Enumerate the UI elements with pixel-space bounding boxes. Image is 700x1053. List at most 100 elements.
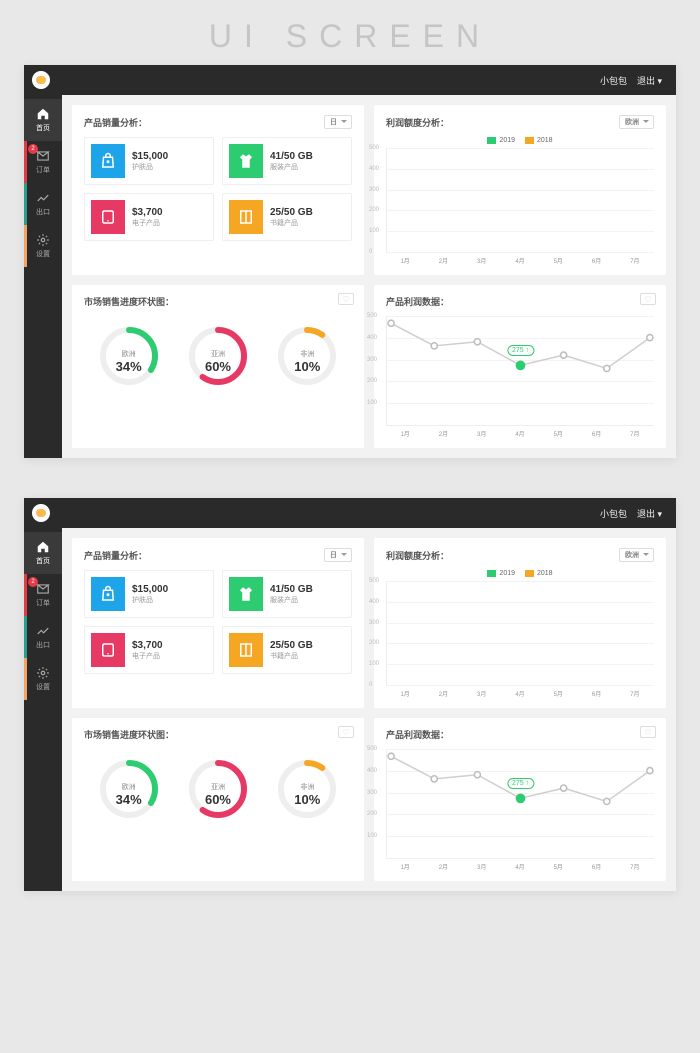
donut-pct: 34% xyxy=(97,359,161,374)
sidebar-item-1[interactable]: 2订单 xyxy=(24,141,62,183)
side-label: 出口 xyxy=(36,207,50,217)
stat-label: 服装产品 xyxy=(270,595,313,605)
topbar: 小包包退出 ▾ xyxy=(24,65,676,95)
x-axis: 1月2月3月4月5月6月7月 xyxy=(386,686,654,698)
logout-link[interactable]: 退出 ▾ xyxy=(637,74,662,87)
card-title: 市场销售进度环状图： xyxy=(84,728,174,741)
donut-pct: 60% xyxy=(186,792,250,807)
stat-1[interactable]: 41/50 GB服装产品 xyxy=(222,570,352,618)
sidebar: 首页 2订单出口设置 xyxy=(24,95,62,458)
stat-label: 电子产品 xyxy=(132,218,163,228)
x-axis: 1月2月3月4月5月6月7月 xyxy=(386,426,654,438)
stat-icon xyxy=(229,144,263,178)
donut-0: 欧洲34% xyxy=(97,757,161,807)
favorite-button[interactable]: ♡ xyxy=(640,293,656,305)
bar-chart: 0100200300400500 xyxy=(386,581,654,686)
side-label: 订单 xyxy=(36,598,50,608)
card-title: 产品销量分析： xyxy=(84,549,147,562)
region-select[interactable]: 欧洲 xyxy=(619,548,654,562)
donut-label: 非洲 xyxy=(275,782,339,792)
logo-icon xyxy=(32,71,50,89)
logo-icon xyxy=(32,504,50,522)
page-title: UI SCREEN xyxy=(0,0,700,65)
line-chart: 100200300400500275 ↑ xyxy=(386,749,654,859)
sales-card: 产品销量分析：日$15,000护肤品41/50 GB服装产品$3,700电子产品… xyxy=(72,105,364,275)
stat-label: 电子产品 xyxy=(132,651,163,661)
period-select[interactable]: 日 xyxy=(324,115,352,129)
sidebar-item-2[interactable]: 出口 xyxy=(24,183,62,225)
card-title: 产品利润数据： xyxy=(386,728,449,741)
line-chart: 100200300400500275 ↑ xyxy=(386,316,654,426)
donut-label: 亚洲 xyxy=(186,349,250,359)
side-icon xyxy=(36,191,50,205)
dashboard-app: 小包包退出 ▾首页2订单出口设置产品销量分析：日$15,000护肤品41/50 … xyxy=(24,65,676,458)
side-icon xyxy=(36,624,50,638)
side-label: 设置 xyxy=(36,682,50,692)
profit-card: 利润额度分析： 欧洲 20192018 01002003004005001月2月3月4… xyxy=(374,538,666,708)
card-title: 产品利润数据： xyxy=(386,295,449,308)
sidebar-item-0[interactable]: 首页 xyxy=(24,99,62,141)
sidebar-item-1[interactable]: 2订单 xyxy=(24,574,62,616)
stat-value: 41/50 GB xyxy=(270,584,313,595)
topbar: 小包包退出 ▾ xyxy=(24,498,676,528)
side-label: 首页 xyxy=(36,556,50,566)
stat-icon xyxy=(229,633,263,667)
region-select[interactable]: 欧洲 xyxy=(619,115,654,129)
user-name[interactable]: 小包包 xyxy=(600,74,627,87)
stat-2[interactable]: $3,700电子产品 xyxy=(84,626,214,674)
favorite-button[interactable]: ♡ xyxy=(338,293,354,305)
donut-pct: 60% xyxy=(186,359,250,374)
highlight-label: 275 ↑ xyxy=(507,345,534,356)
side-icon xyxy=(36,540,50,554)
profit-card: 利润额度分析：欧洲2019201801002003004005001月2月3月4… xyxy=(374,105,666,275)
favorite-button[interactable]: ♡ xyxy=(338,726,354,738)
user-name[interactable]: 小包包 xyxy=(600,507,627,520)
donut-1: 亚洲60% xyxy=(186,324,250,374)
side-label: 订单 xyxy=(36,165,50,175)
card-title: 利润额度分析： xyxy=(386,549,449,562)
stat-icon xyxy=(91,577,125,611)
stat-2[interactable]: $3,700电子产品 xyxy=(84,193,214,241)
x-axis: 1月2月3月4月5月6月7月 xyxy=(386,859,654,871)
stat-value: 41/50 GB xyxy=(270,151,313,162)
stat-value: $3,700 xyxy=(132,207,163,218)
donut-label: 亚洲 xyxy=(186,782,250,792)
stat-1[interactable]: 41/50 GB服装产品 xyxy=(222,137,352,185)
legend: 20192018 xyxy=(386,570,654,577)
donut-0: 欧洲34% xyxy=(97,324,161,374)
stat-3[interactable]: 25/50 GB书籍产品 xyxy=(222,626,352,674)
stat-value: $15,000 xyxy=(132,151,168,162)
side-label: 首页 xyxy=(36,123,50,133)
stat-label: 书籍产品 xyxy=(270,651,313,661)
card-title: 利润额度分析： xyxy=(386,116,449,129)
side-icon xyxy=(36,233,50,247)
logout-link[interactable]: 退出 ▾ xyxy=(637,507,662,520)
donut-card: ♡市场销售进度环状图：欧洲34%亚洲60%非洲10% xyxy=(72,285,364,448)
donut-pct: 10% xyxy=(275,359,339,374)
donut-label: 非洲 xyxy=(275,349,339,359)
sales-card: 产品销量分析：日$15,000护肤品41/50 GB服装产品$3,700电子产品… xyxy=(72,538,364,708)
sidebar: 首页 2订单出口设置 xyxy=(24,528,62,891)
sidebar-item-3[interactable]: 设置 xyxy=(24,225,62,267)
stat-3[interactable]: 25/50 GB书籍产品 xyxy=(222,193,352,241)
sidebar-item-3[interactable]: 设置 xyxy=(24,658,62,700)
line-card: ♡ 产品利润数据： 100200300400500275 ↑1月2月3月4月5月6月… xyxy=(374,718,666,881)
stat-icon xyxy=(91,633,125,667)
stat-0[interactable]: $15,000护肤品 xyxy=(84,137,214,185)
donut-1: 亚洲60% xyxy=(186,757,250,807)
stat-label: 护肤品 xyxy=(132,595,168,605)
stat-value: 25/50 GB xyxy=(270,640,313,651)
donut-pct: 34% xyxy=(97,792,161,807)
stat-0[interactable]: $15,000护肤品 xyxy=(84,570,214,618)
legend: 20192018 xyxy=(386,137,654,144)
stat-icon xyxy=(91,144,125,178)
sidebar-item-2[interactable]: 出口 xyxy=(24,616,62,658)
donut-2: 非洲10% xyxy=(275,324,339,374)
sidebar-item-0[interactable]: 首页 xyxy=(24,532,62,574)
stat-label: 书籍产品 xyxy=(270,218,313,228)
side-icon xyxy=(36,107,50,121)
stat-value: $3,700 xyxy=(132,640,163,651)
favorite-button[interactable]: ♡ xyxy=(640,726,656,738)
line-card: ♡ 产品利润数据： 100200300400500275 ↑1月2月3月4月5月6月… xyxy=(374,285,666,448)
period-select[interactable]: 日 xyxy=(324,548,352,562)
